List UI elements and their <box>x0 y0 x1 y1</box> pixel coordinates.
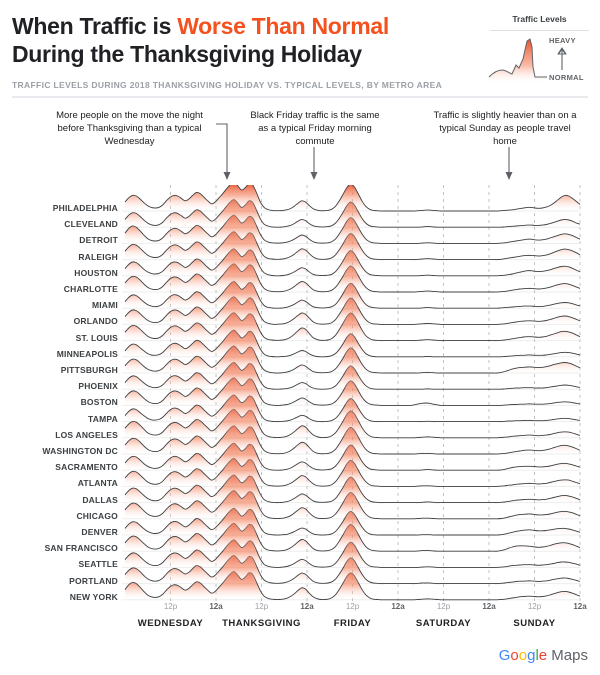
metro-label-chicago: CHICAGO <box>76 510 118 521</box>
legend-title: Traffic Levels <box>512 14 567 24</box>
logo-letter-g2: g <box>527 647 536 664</box>
legend: Traffic Levels HEAVY NORMAL <box>487 14 592 86</box>
metro-label-houston: HOUSTON <box>74 267 118 278</box>
day-label-sunday: SUNDAY <box>513 618 556 629</box>
metro-area-labels: PHILADELPHIA CLEVELAND DETROIT RALEIGH HOUST… <box>0 185 122 605</box>
header: When Traffic is Worse Than Normal During… <box>0 0 600 98</box>
metro-label-st-louis: ST. LOUIS <box>75 332 118 343</box>
metro-label-dallas: DALLAS <box>82 494 118 505</box>
title-text-part1: When Traffic is <box>12 13 178 39</box>
logo-letter-e1: e <box>538 647 548 664</box>
header-divider <box>12 96 588 98</box>
metro-label-new-york: NEW YORK <box>69 591 118 602</box>
x-tick-12p-2: 12p <box>254 602 269 611</box>
chart-canvas <box>122 185 581 604</box>
logo-word-maps: Maps <box>547 647 588 664</box>
legend-divider <box>490 30 589 31</box>
page-subtitle: TRAFFIC LEVELS DURING 2018 THANKSGIVING … <box>12 80 443 90</box>
title-text-part2: During the Thanksgiving Holiday <box>12 41 362 68</box>
logo-letter-l1: l <box>535 647 539 664</box>
day-label-friday: FRIDAY <box>333 618 372 629</box>
metro-label-denver: DENVER <box>81 527 118 537</box>
legend-normal-label: NORMAL <box>549 73 584 82</box>
x-axis: 12p 12a 12p 12a 12p 12a 12p 12a 12p 12a WEDNESDAY T… <box>0 600 600 642</box>
x-tick-12a-5: 12a <box>391 602 405 611</box>
logo-letter-g1: G <box>498 647 511 664</box>
annotation-black-friday: Black Friday traffic is the same as a ty… <box>250 110 380 147</box>
page-title: When Traffic is Worse Than Normal During… <box>12 12 482 68</box>
metro-label-boston: BOSTON <box>80 397 118 408</box>
metro-label-sacramento: SACRAMENTO <box>55 462 118 473</box>
metro-label-washington-dc: WASHINGTON DC <box>42 446 118 456</box>
annotation-sunday: Traffic is slightly heavier than on a ty… <box>433 110 577 147</box>
x-tick-12p-8: 12p <box>527 602 542 611</box>
logo-letter-o1: o <box>510 647 519 664</box>
metro-label-san-francisco: SAN FRANCISCO <box>44 543 118 554</box>
footer: Google Maps <box>0 645 600 675</box>
metro-label-minneapolis: MINNEAPOLIS <box>56 348 118 359</box>
metro-label-seattle: SEATTLE <box>78 559 118 570</box>
metro-label-portland: PORTLAND <box>69 575 118 586</box>
metro-label-orlando: ORLANDO <box>73 316 118 327</box>
x-tick-12a-3: 12a <box>300 602 314 611</box>
x-tick-12a-1: 12a <box>209 602 223 611</box>
x-tick-12a-9: 12a <box>573 602 587 611</box>
ridgeline-row <box>124 185 581 212</box>
metro-label-raleigh: RALEIGH <box>78 251 118 262</box>
x-tick-12p-6: 12p <box>436 602 451 611</box>
metro-label-charlotte: CHARLOTTE <box>63 284 118 294</box>
metro-label-pittsburgh: PITTSBURGH <box>60 365 118 375</box>
annotation-wednesday: More people on the move the night before… <box>56 110 203 147</box>
day-label-saturday: SATURDAY <box>415 618 472 629</box>
x-tick-12a-7: 12a <box>482 602 496 611</box>
metro-label-detroit: DETROIT <box>79 235 118 246</box>
google-maps-logo: Google Maps <box>499 647 588 664</box>
metro-label-philadelphia: PHILADELPHIA <box>52 203 118 213</box>
metro-label-miami: MIAMI <box>91 300 118 311</box>
x-tick-12p-4: 12p <box>345 602 360 611</box>
metro-label-phoenix: PHOENIX <box>78 381 118 392</box>
day-label-wednesday: WEDNESDAY <box>137 618 204 629</box>
legend-up-arrow-icon <box>557 47 567 70</box>
metro-label-cleveland: CLEVELAND <box>64 219 118 230</box>
legend-sparkline-icon <box>488 38 547 83</box>
legend-heavy-label: HEAVY <box>549 36 576 45</box>
metro-label-los-angeles: LOS ANGELES <box>55 429 118 440</box>
x-tick-12p-0: 12p <box>163 602 178 611</box>
metro-label-tampa: TAMPA <box>88 413 118 424</box>
metro-label-atlanta: ATLANTA <box>77 478 118 489</box>
day-label-thanksgiving: THANKSGIVING <box>222 618 301 629</box>
ridgeline-stroke <box>124 185 581 212</box>
ridgeline-fill <box>125 185 580 212</box>
ridgeline-chart <box>0 185 600 605</box>
logo-letter-o2: o <box>518 647 528 664</box>
title-highlight: Worse Than Normal <box>177 13 389 39</box>
